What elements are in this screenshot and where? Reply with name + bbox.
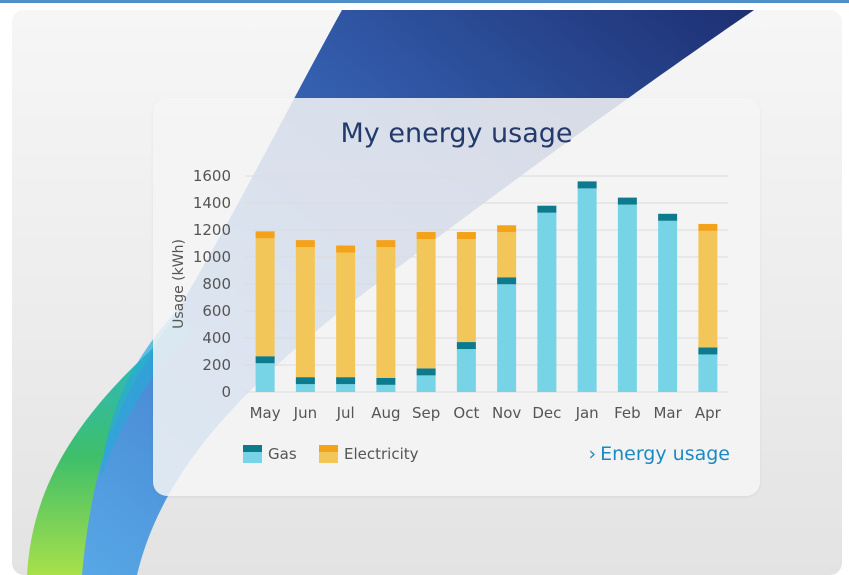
- bar-cap-gas: [376, 377, 396, 385]
- bar-gas: [295, 384, 315, 392]
- dashboard-panel: My energy usage 0 200 400 600 800 1000 1200 140…: [12, 10, 842, 575]
- y-tick-label: 1000: [193, 248, 231, 266]
- y-tick-label: 800: [202, 275, 231, 293]
- bar-gas: [497, 284, 517, 392]
- bar-cap-gas: [416, 368, 436, 376]
- y-tick-label: 1400: [193, 194, 231, 212]
- y-tick-label: 200: [202, 356, 231, 374]
- bar-cap-gas: [698, 347, 718, 355]
- bar-cap-gas: [497, 277, 517, 285]
- x-tick-label: May: [250, 404, 281, 422]
- bar-cap-gas: [658, 213, 678, 221]
- bar-electricity: [416, 239, 436, 369]
- chart-title: My energy usage: [340, 118, 573, 149]
- gas-swatch: [243, 445, 262, 463]
- bar-electricity: [255, 238, 275, 357]
- bar-electricity: [295, 247, 315, 378]
- bar-cap-electricity: [255, 231, 275, 239]
- bar-cap-gas: [456, 342, 476, 350]
- bar-gas: [698, 354, 718, 392]
- bar-cap-gas: [537, 205, 557, 213]
- bar-gas: [416, 375, 436, 392]
- bar-gas: [577, 188, 597, 392]
- bar-gas: [617, 204, 637, 392]
- bar-cap-electricity: [416, 232, 436, 240]
- bar-gas: [537, 212, 557, 392]
- bar-electricity: [336, 252, 356, 378]
- y-tick-label: 0: [221, 383, 231, 401]
- legend-item-electricity: Electricity: [319, 445, 419, 463]
- legend-label-electricity: Electricity: [344, 445, 419, 463]
- electricity-swatch: [319, 445, 338, 463]
- bar-gas: [255, 363, 275, 392]
- y-tick-label: 600: [202, 302, 231, 320]
- bar-electricity: [698, 230, 718, 348]
- x-tick-label: Jun: [293, 404, 317, 422]
- y-tick-label: 1200: [193, 221, 231, 239]
- x-tick-label: Jul: [336, 404, 355, 422]
- x-tick-label: Sep: [412, 404, 440, 422]
- top-accent-bar: [0, 0, 849, 3]
- energy-usage-link[interactable]: › Energy usage: [588, 443, 730, 465]
- bar-cap-electricity: [698, 223, 718, 231]
- bar-electricity: [497, 232, 517, 278]
- bar-gas: [456, 349, 476, 392]
- x-tick-label: Jan: [575, 404, 599, 422]
- bar-gas: [658, 220, 678, 392]
- energy-usage-card: My energy usage 0 200 400 600 800 1000 1200 140…: [153, 98, 760, 496]
- y-axis-label: Usage (kWh): [171, 239, 187, 329]
- bar-cap-electricity: [456, 232, 476, 240]
- bar-cap-gas: [617, 197, 637, 205]
- bar-cap-gas: [336, 377, 356, 385]
- bar-cap-electricity: [376, 240, 396, 248]
- legend-item-gas: Gas: [243, 445, 297, 463]
- bar-cap-electricity: [295, 240, 315, 248]
- bar-electricity: [456, 239, 476, 343]
- bar-cap-electricity: [336, 245, 356, 253]
- x-tick-label: Nov: [492, 404, 521, 422]
- bar-cap-gas: [577, 181, 597, 189]
- bar-cap-gas: [255, 356, 275, 364]
- bar-gas: [336, 384, 356, 392]
- energy-usage-link-label: Energy usage: [600, 443, 730, 465]
- y-tick-label: 400: [202, 329, 231, 347]
- x-tick-label: Aug: [371, 404, 400, 422]
- bar-electricity: [376, 247, 396, 378]
- x-tick-label: Mar: [653, 404, 682, 422]
- x-tick-label: Oct: [453, 404, 479, 422]
- bar-cap-gas: [295, 377, 315, 385]
- bar-gas: [376, 384, 396, 392]
- y-tick-label: 1600: [193, 167, 231, 185]
- x-tick-label: Feb: [614, 404, 641, 422]
- legend-label-gas: Gas: [268, 445, 297, 463]
- x-tick-label: Dec: [532, 404, 561, 422]
- x-tick-label: Apr: [695, 404, 722, 422]
- chevron-right-icon: ›: [588, 443, 597, 465]
- bar-cap-electricity: [497, 225, 517, 233]
- energy-usage-chart: 0 200 400 600 800 1000 1200 1400 1600 Usage (kWh)…: [171, 167, 728, 422]
